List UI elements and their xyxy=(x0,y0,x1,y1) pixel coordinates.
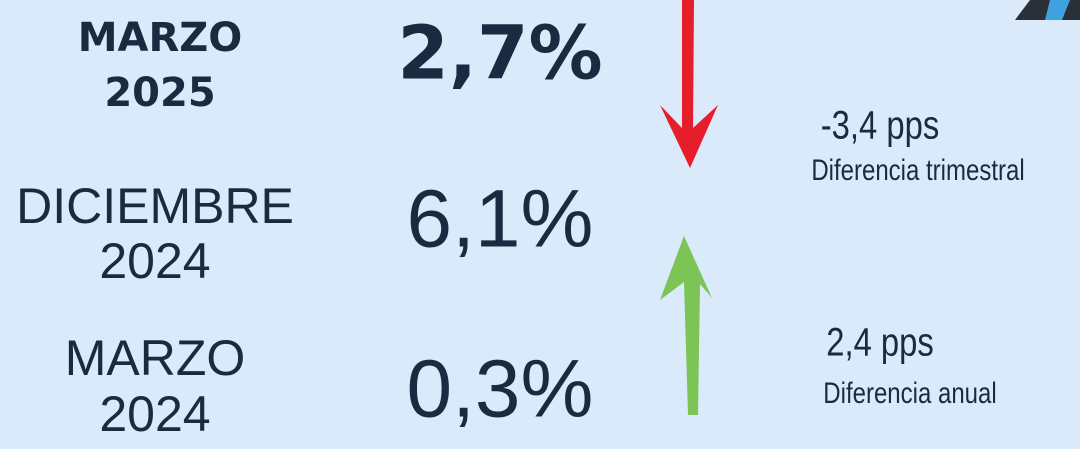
difference-label: Diferencia anual xyxy=(823,375,996,409)
difference-value: 2,4 pps xyxy=(826,319,934,364)
period-year: 2025 xyxy=(104,70,215,116)
difference-value: -3,4 pps xyxy=(821,102,939,147)
period-year: 2024 xyxy=(99,386,210,442)
period-month: MARZO xyxy=(78,15,243,61)
period-month: MARZO xyxy=(65,330,246,386)
infographic: MARZO 2025 2,7% DICIEMBRE 2024 6,1% MARZ… xyxy=(0,0,1080,449)
rate-value: 2,7% xyxy=(397,11,602,97)
difference-label: Diferencia trimestral xyxy=(811,152,1024,186)
period-year: 2024 xyxy=(99,233,210,289)
rate-value: 6,1% xyxy=(407,174,594,265)
period-month: DICIEMBRE xyxy=(16,178,294,234)
rate-value: 0,3% xyxy=(407,344,594,435)
